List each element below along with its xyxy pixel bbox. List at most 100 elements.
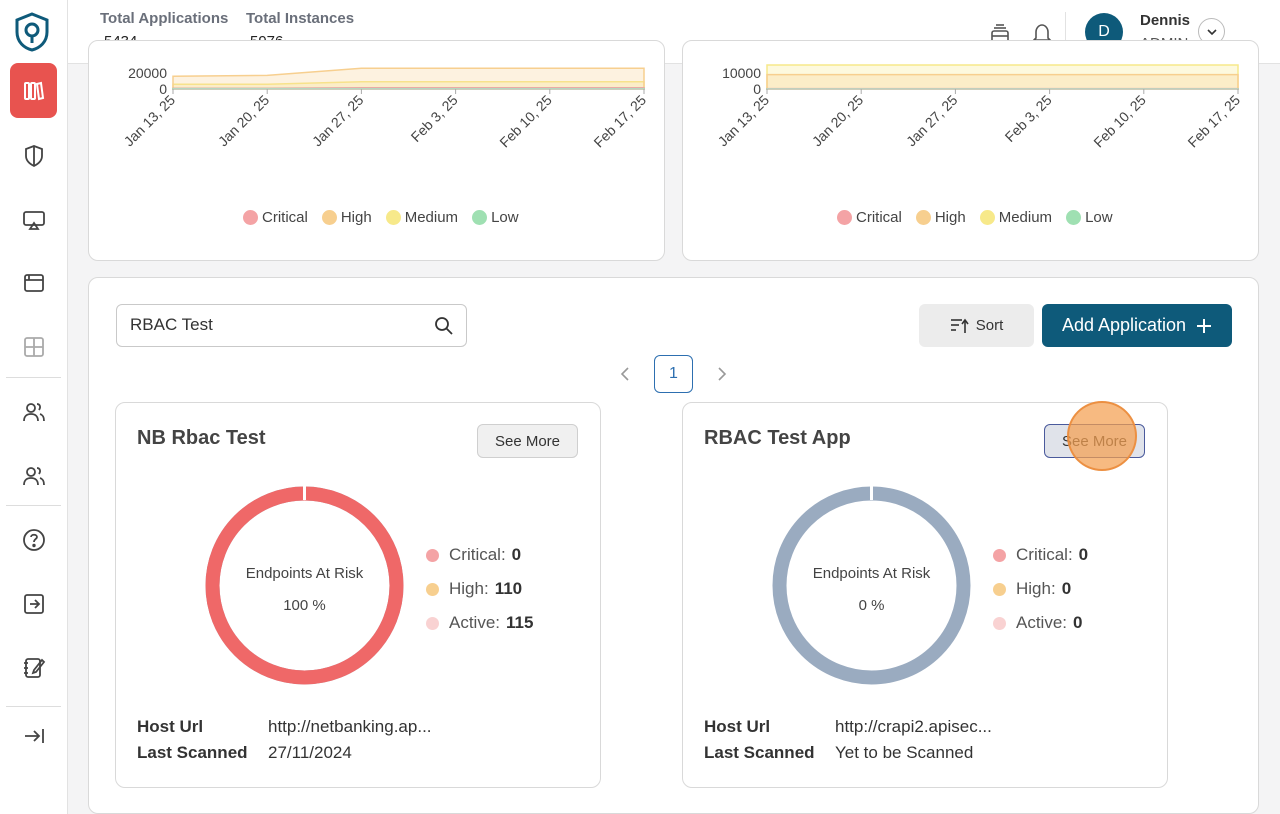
legend-label: High xyxy=(934,209,966,226)
x-tick-label: Feb 17, 25 xyxy=(1184,92,1243,151)
x-tick-label: Jan 20, 25 xyxy=(809,92,867,150)
x-tick-label: Jan 27, 25 xyxy=(903,92,961,150)
sort-label: Sort xyxy=(975,317,1004,334)
series-area-high xyxy=(172,67,645,90)
page-number-current[interactable]: 1 xyxy=(654,355,693,393)
monitor-icon xyxy=(23,211,45,230)
chevron-down-icon xyxy=(1206,28,1217,35)
legend-item-low[interactable]: Low xyxy=(1066,209,1113,226)
host-url-label: Host Url xyxy=(704,717,771,736)
active-stat: Active: 0 xyxy=(993,606,1088,640)
legend-label: Low xyxy=(1085,209,1113,226)
severity-chart-card-2: 10000 0 Jan 13, 25 Jan 20, 25 Jan 27, 25 Feb … xyxy=(682,40,1259,261)
chart-legend: Critical High Medium Low xyxy=(837,209,1113,226)
x-tick-label: Feb 3, 25 xyxy=(1002,92,1055,145)
series-area-high xyxy=(766,73,1239,90)
sidebar-expand-button[interactable] xyxy=(12,714,56,758)
applications-panel: Sort Add Application 1 NB Rbac Test See … xyxy=(88,277,1259,814)
logout-icon xyxy=(24,594,44,614)
nav-help[interactable] xyxy=(12,518,56,562)
critical-stat: Critical: 0 xyxy=(426,538,533,572)
stat-label: Total Applications xyxy=(100,10,229,27)
nav-users[interactable] xyxy=(12,390,56,434)
severity-stats: Critical: 0 High: 110 Active: 115 xyxy=(426,538,533,640)
shield-icon xyxy=(25,145,43,168)
search-icon[interactable] xyxy=(434,316,454,336)
team-icon xyxy=(23,467,45,486)
header-separator xyxy=(1065,12,1066,52)
high-stat: High: 110 xyxy=(426,572,533,606)
app-title: NB Rbac Test xyxy=(137,427,266,449)
legend-label: Low xyxy=(491,209,519,226)
nav-library[interactable] xyxy=(10,63,57,118)
donut-percent: 0 % xyxy=(858,597,885,614)
severity-stats: Critical: 0 High: 0 Active: 0 xyxy=(993,538,1088,640)
stat-label: Critical: xyxy=(449,545,506,564)
nav-window[interactable] xyxy=(12,261,56,305)
host-url-value: http://netbanking.ap... xyxy=(268,717,432,736)
notes-icon xyxy=(24,658,46,678)
x-tick-label: Feb 17, 25 xyxy=(590,92,649,151)
app-logo-icon[interactable] xyxy=(14,12,50,52)
stat-label: Active: xyxy=(449,613,501,632)
add-application-button[interactable]: Add Application xyxy=(1042,304,1232,347)
users-icon xyxy=(23,403,45,422)
endpoints-at-risk-donut xyxy=(205,486,404,685)
legend-label: Medium xyxy=(404,209,459,226)
nav-monitor[interactable] xyxy=(12,198,56,242)
search-box[interactable] xyxy=(116,304,467,347)
donut-track xyxy=(772,486,971,685)
app-title: RBAC Test App xyxy=(704,427,851,449)
stat-value: 115 xyxy=(506,613,534,632)
search-input[interactable] xyxy=(130,315,420,335)
user-name: Dennis xyxy=(1140,12,1191,29)
sidebar-divider xyxy=(6,706,61,707)
app-card: RBAC Test App See More Endpoints At Risk… xyxy=(682,401,1168,788)
host-url-value: http://crapi2.apisec... xyxy=(835,717,992,736)
legend-item-medium[interactable]: Medium xyxy=(385,209,459,226)
legend-item-critical[interactable]: Critical xyxy=(243,209,308,226)
next-page-button[interactable] xyxy=(714,364,730,384)
legend-item-high[interactable]: High xyxy=(321,209,372,226)
critical-stat: Critical: 0 xyxy=(993,538,1088,572)
x-tick-label: Feb 10, 25 xyxy=(1090,92,1149,151)
legend-item-high[interactable]: High xyxy=(915,209,966,226)
add-application-label: Add Application xyxy=(1061,315,1187,335)
legend-item-low[interactable]: Low xyxy=(472,209,519,226)
last-scanned-value: Yet to be Scanned xyxy=(835,743,974,762)
last-scanned-value: 27/11/2024 xyxy=(268,743,352,762)
x-tick-label: Feb 3, 25 xyxy=(408,92,461,145)
chart-legend: Critical High Medium Low xyxy=(243,209,519,226)
sort-button[interactable]: Sort xyxy=(919,304,1034,347)
nav-notes[interactable] xyxy=(12,645,56,689)
stat-label: Total Instances xyxy=(246,10,355,27)
nav-grid[interactable] xyxy=(12,325,56,369)
legend-label: High xyxy=(340,209,372,226)
y-tick-label: 0 xyxy=(753,81,761,97)
stat-value: 110 xyxy=(494,579,523,598)
x-tick-label: Jan 27, 25 xyxy=(309,92,367,150)
nav-team[interactable] xyxy=(12,454,56,498)
donut-caption: Endpoints At Risk xyxy=(812,565,931,582)
last-scanned-label: Last Scanned xyxy=(704,743,815,762)
see-more-button[interactable]: See More xyxy=(1044,424,1145,458)
host-url-label: Host Url xyxy=(137,717,204,736)
stat-value: 0 xyxy=(1073,613,1083,632)
grid-icon xyxy=(24,337,44,357)
nav-security[interactable] xyxy=(12,134,56,178)
app-card: NB Rbac Test See More Endpoints At Risk … xyxy=(115,402,601,788)
see-more-button[interactable]: See More xyxy=(477,424,578,458)
nav-logout[interactable] xyxy=(12,582,56,626)
previous-page-button[interactable] xyxy=(617,364,633,384)
last-scanned-label: Last Scanned xyxy=(137,743,248,762)
queue-icon[interactable] xyxy=(989,22,1011,44)
legend-item-critical[interactable]: Critical xyxy=(837,209,902,226)
high-stat: High: 0 xyxy=(993,572,1088,606)
legend-item-medium[interactable]: Medium xyxy=(979,209,1052,226)
plus-icon xyxy=(1197,318,1212,333)
stat-label: Critical: xyxy=(1016,545,1073,564)
library-icon xyxy=(23,81,44,100)
stat-label: High: xyxy=(1016,579,1056,598)
x-tick-label: Jan 13, 25 xyxy=(715,92,773,150)
